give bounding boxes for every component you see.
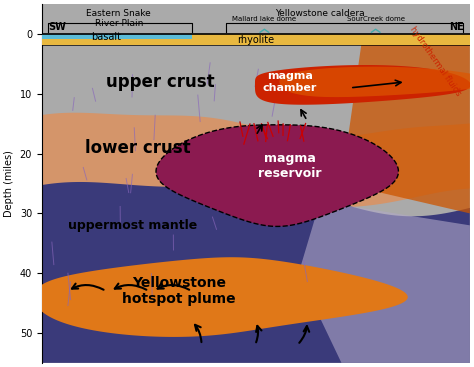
Bar (42, 34, 470, 45)
Text: Eastern Snake
River Plain: Eastern Snake River Plain (86, 9, 151, 28)
Polygon shape (42, 182, 470, 363)
Text: basalt: basalt (91, 32, 121, 42)
Text: uppermost mantle: uppermost mantle (67, 219, 197, 232)
Text: Yellowstone caldera: Yellowstone caldera (275, 9, 365, 18)
Text: SW: SW (48, 22, 66, 32)
Polygon shape (341, 34, 470, 213)
Text: upper crust: upper crust (106, 73, 215, 91)
Polygon shape (279, 67, 474, 97)
Text: NE: NE (449, 22, 464, 32)
Text: magma
chamber: magma chamber (263, 71, 317, 93)
Polygon shape (299, 201, 470, 363)
Text: Mallard lake dome: Mallard lake dome (232, 16, 296, 22)
Text: lower crust: lower crust (85, 139, 190, 157)
Polygon shape (34, 257, 408, 337)
Polygon shape (42, 113, 470, 207)
Text: magma
reservoir: magma reservoir (258, 152, 322, 179)
Text: rhyolite: rhyolite (237, 35, 274, 45)
Text: SourCreek dome: SourCreek dome (346, 16, 405, 22)
Polygon shape (156, 125, 399, 226)
Bar (42, 34, 191, 39)
Polygon shape (255, 65, 471, 105)
Y-axis label: Depth (miles): Depth (miles) (4, 150, 14, 217)
Text: Yellowstone
hotspot plume: Yellowstone hotspot plume (122, 276, 236, 306)
Text: hydrothermal fluids: hydrothermal fluids (408, 25, 463, 97)
